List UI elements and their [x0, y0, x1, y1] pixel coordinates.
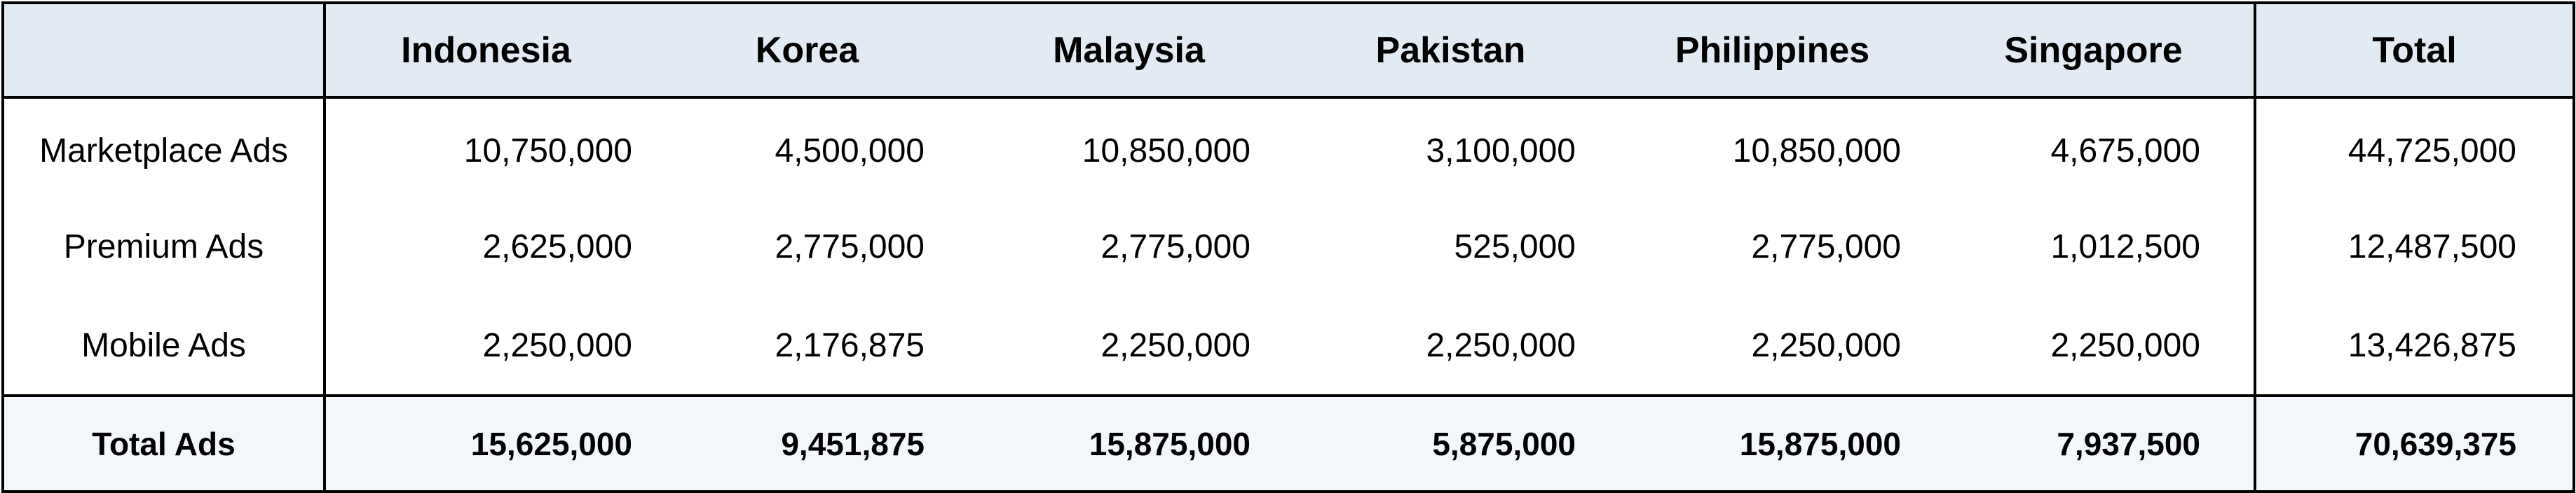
- row-label: Marketplace Ads: [1, 97, 325, 197]
- column-header-philippines: Philippines: [1611, 1, 1933, 99]
- cell-value: 10,750,000: [323, 97, 646, 197]
- total-cell-value: 5,875,000: [1290, 394, 1611, 493]
- cell-value: 2,250,000: [2050, 326, 2200, 364]
- column-header-indonesia: Indonesia: [323, 1, 646, 99]
- cell-value: 4,675,000: [2050, 132, 2200, 169]
- table-row-premium-ads: Premium Ads 2,625,000 2,775,000 2,775,00…: [1, 197, 2575, 296]
- column-header-korea: Korea: [646, 1, 968, 99]
- total-cell-value: 9,451,875: [646, 394, 968, 493]
- cell-value: 4,500,000: [775, 132, 925, 169]
- cell-value: 2,775,000: [775, 228, 925, 265]
- cell-value: 2,176,875: [775, 326, 925, 364]
- column-header-malaysia: Malaysia: [968, 1, 1290, 99]
- cell-value: 2,250,000: [1100, 326, 1250, 364]
- header-corner-cell: [1, 1, 325, 99]
- row-total-cell: 12,487,500: [2254, 197, 2575, 296]
- total-cell-value: 15,625,000: [323, 394, 646, 493]
- cell-value: 2,250,000: [1426, 326, 1576, 364]
- cell-value: 2,625,000: [323, 197, 646, 296]
- total-cell-value: 7,937,500: [1933, 394, 2255, 493]
- table-row-total-ads: Total Ads 15,625,000 9,451,875 15,875,00…: [1, 394, 2575, 493]
- cell-value: 1,012,500: [2050, 228, 2200, 265]
- header-row: Indonesia Korea Malaysia Pakistan Philip…: [1, 1, 2575, 99]
- column-header-total: Total: [2254, 1, 2575, 99]
- cell-value: 2,775,000: [1751, 228, 1901, 265]
- row-total-cell: 44,725,000: [2254, 97, 2575, 197]
- total-cell-value: 15,875,000: [1611, 394, 1933, 493]
- row-total-cell: 13,426,875: [2254, 296, 2575, 396]
- column-header-pakistan: Pakistan: [1290, 1, 1611, 99]
- cell-value: 10,850,000: [1732, 132, 1901, 169]
- table-row-mobile-ads: Mobile Ads 2,250,000 2,176,875 2,250,000…: [1, 296, 2575, 396]
- cell-value: 2,250,000: [323, 296, 646, 396]
- cell-value: 3,100,000: [1426, 132, 1576, 169]
- grand-total-cell: 70,639,375: [2254, 394, 2575, 493]
- total-cell-value: 15,875,000: [968, 394, 1290, 493]
- cell-value: 10,850,000: [1082, 132, 1250, 169]
- cell-value: 525,000: [1454, 228, 1576, 265]
- total-row-label: Total Ads: [1, 394, 325, 493]
- row-label: Premium Ads: [1, 197, 325, 296]
- cell-value: 2,250,000: [1751, 326, 1901, 364]
- table-row-marketplace-ads: Marketplace Ads 10,750,000 4,500,000 10,…: [1, 97, 2575, 197]
- row-label: Mobile Ads: [1, 296, 325, 396]
- column-header-singapore: Singapore: [1933, 1, 2255, 99]
- cell-value: 2,775,000: [1100, 228, 1250, 265]
